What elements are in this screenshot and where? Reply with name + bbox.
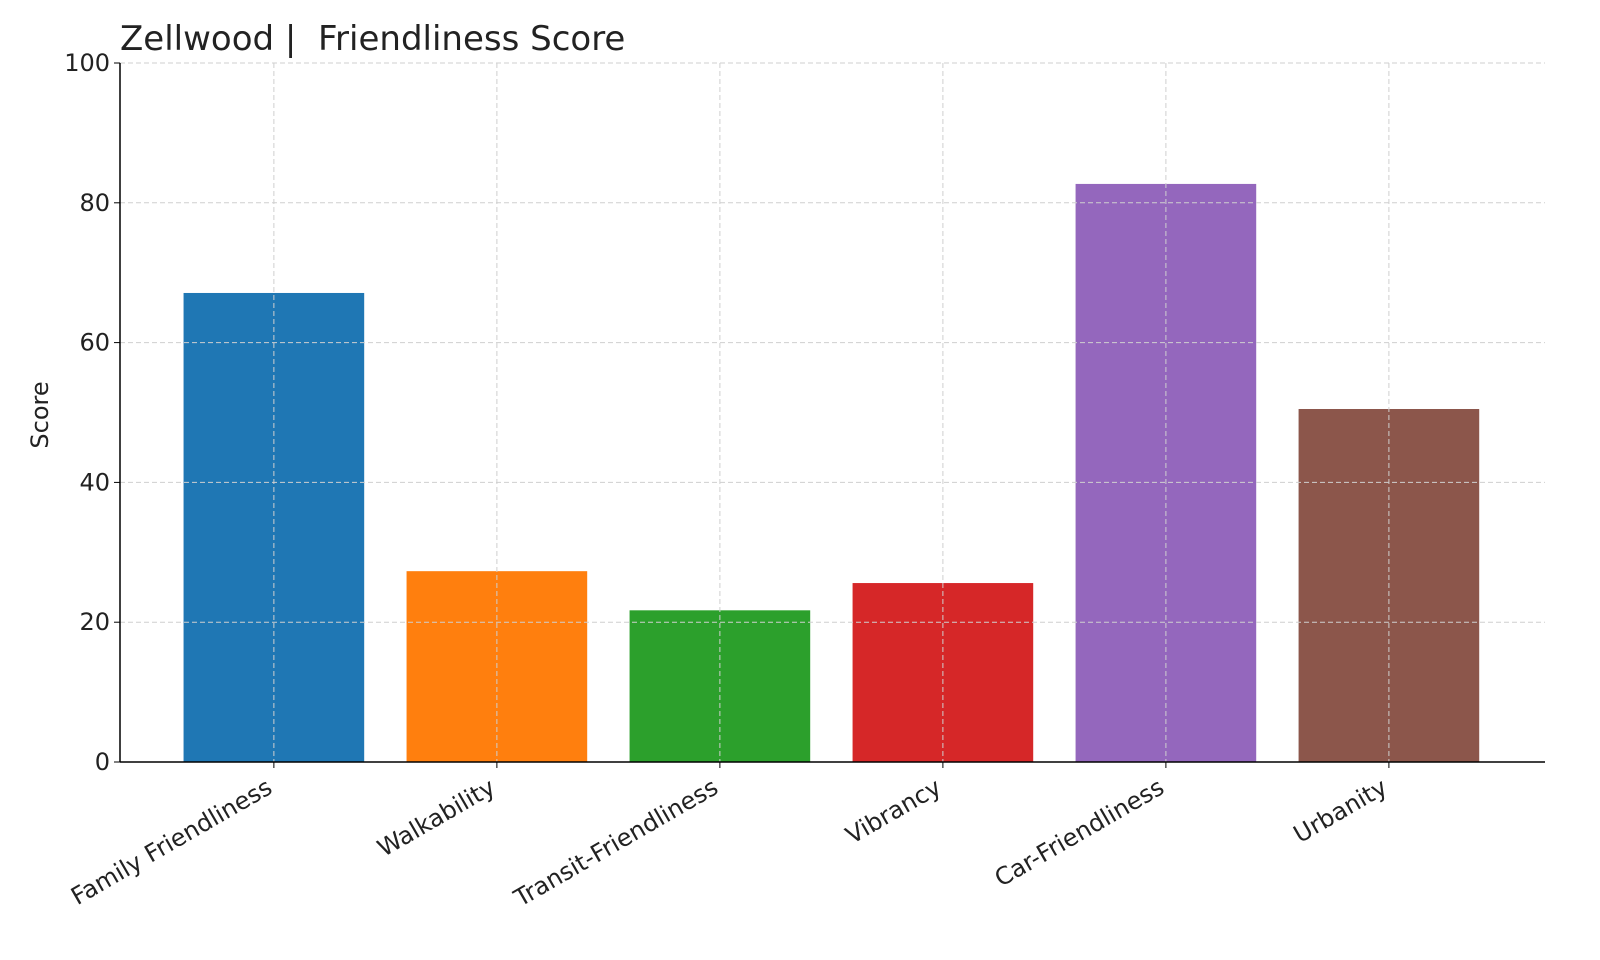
- y-tick-label: 60: [79, 329, 110, 357]
- x-tick-label: Walkability: [373, 773, 500, 863]
- y-tick-label: 100: [64, 49, 110, 77]
- chart-title: Zellwood | Friendliness Score: [120, 19, 625, 59]
- x-tick-label: Family Friendliness: [66, 773, 277, 911]
- y-tick-label: 40: [79, 468, 110, 496]
- x-tick-label: Transit-Friendliness: [509, 773, 723, 913]
- y-tick-label: 0: [95, 748, 110, 776]
- y-tick-label: 20: [79, 608, 110, 636]
- x-tick-label: Car-Friendliness: [990, 773, 1169, 893]
- x-tick-label: Vibrancy: [841, 773, 946, 850]
- x-tick-label: Urbanity: [1289, 773, 1392, 849]
- y-axis-label: Score: [26, 381, 54, 448]
- y-tick-label: 80: [79, 189, 110, 217]
